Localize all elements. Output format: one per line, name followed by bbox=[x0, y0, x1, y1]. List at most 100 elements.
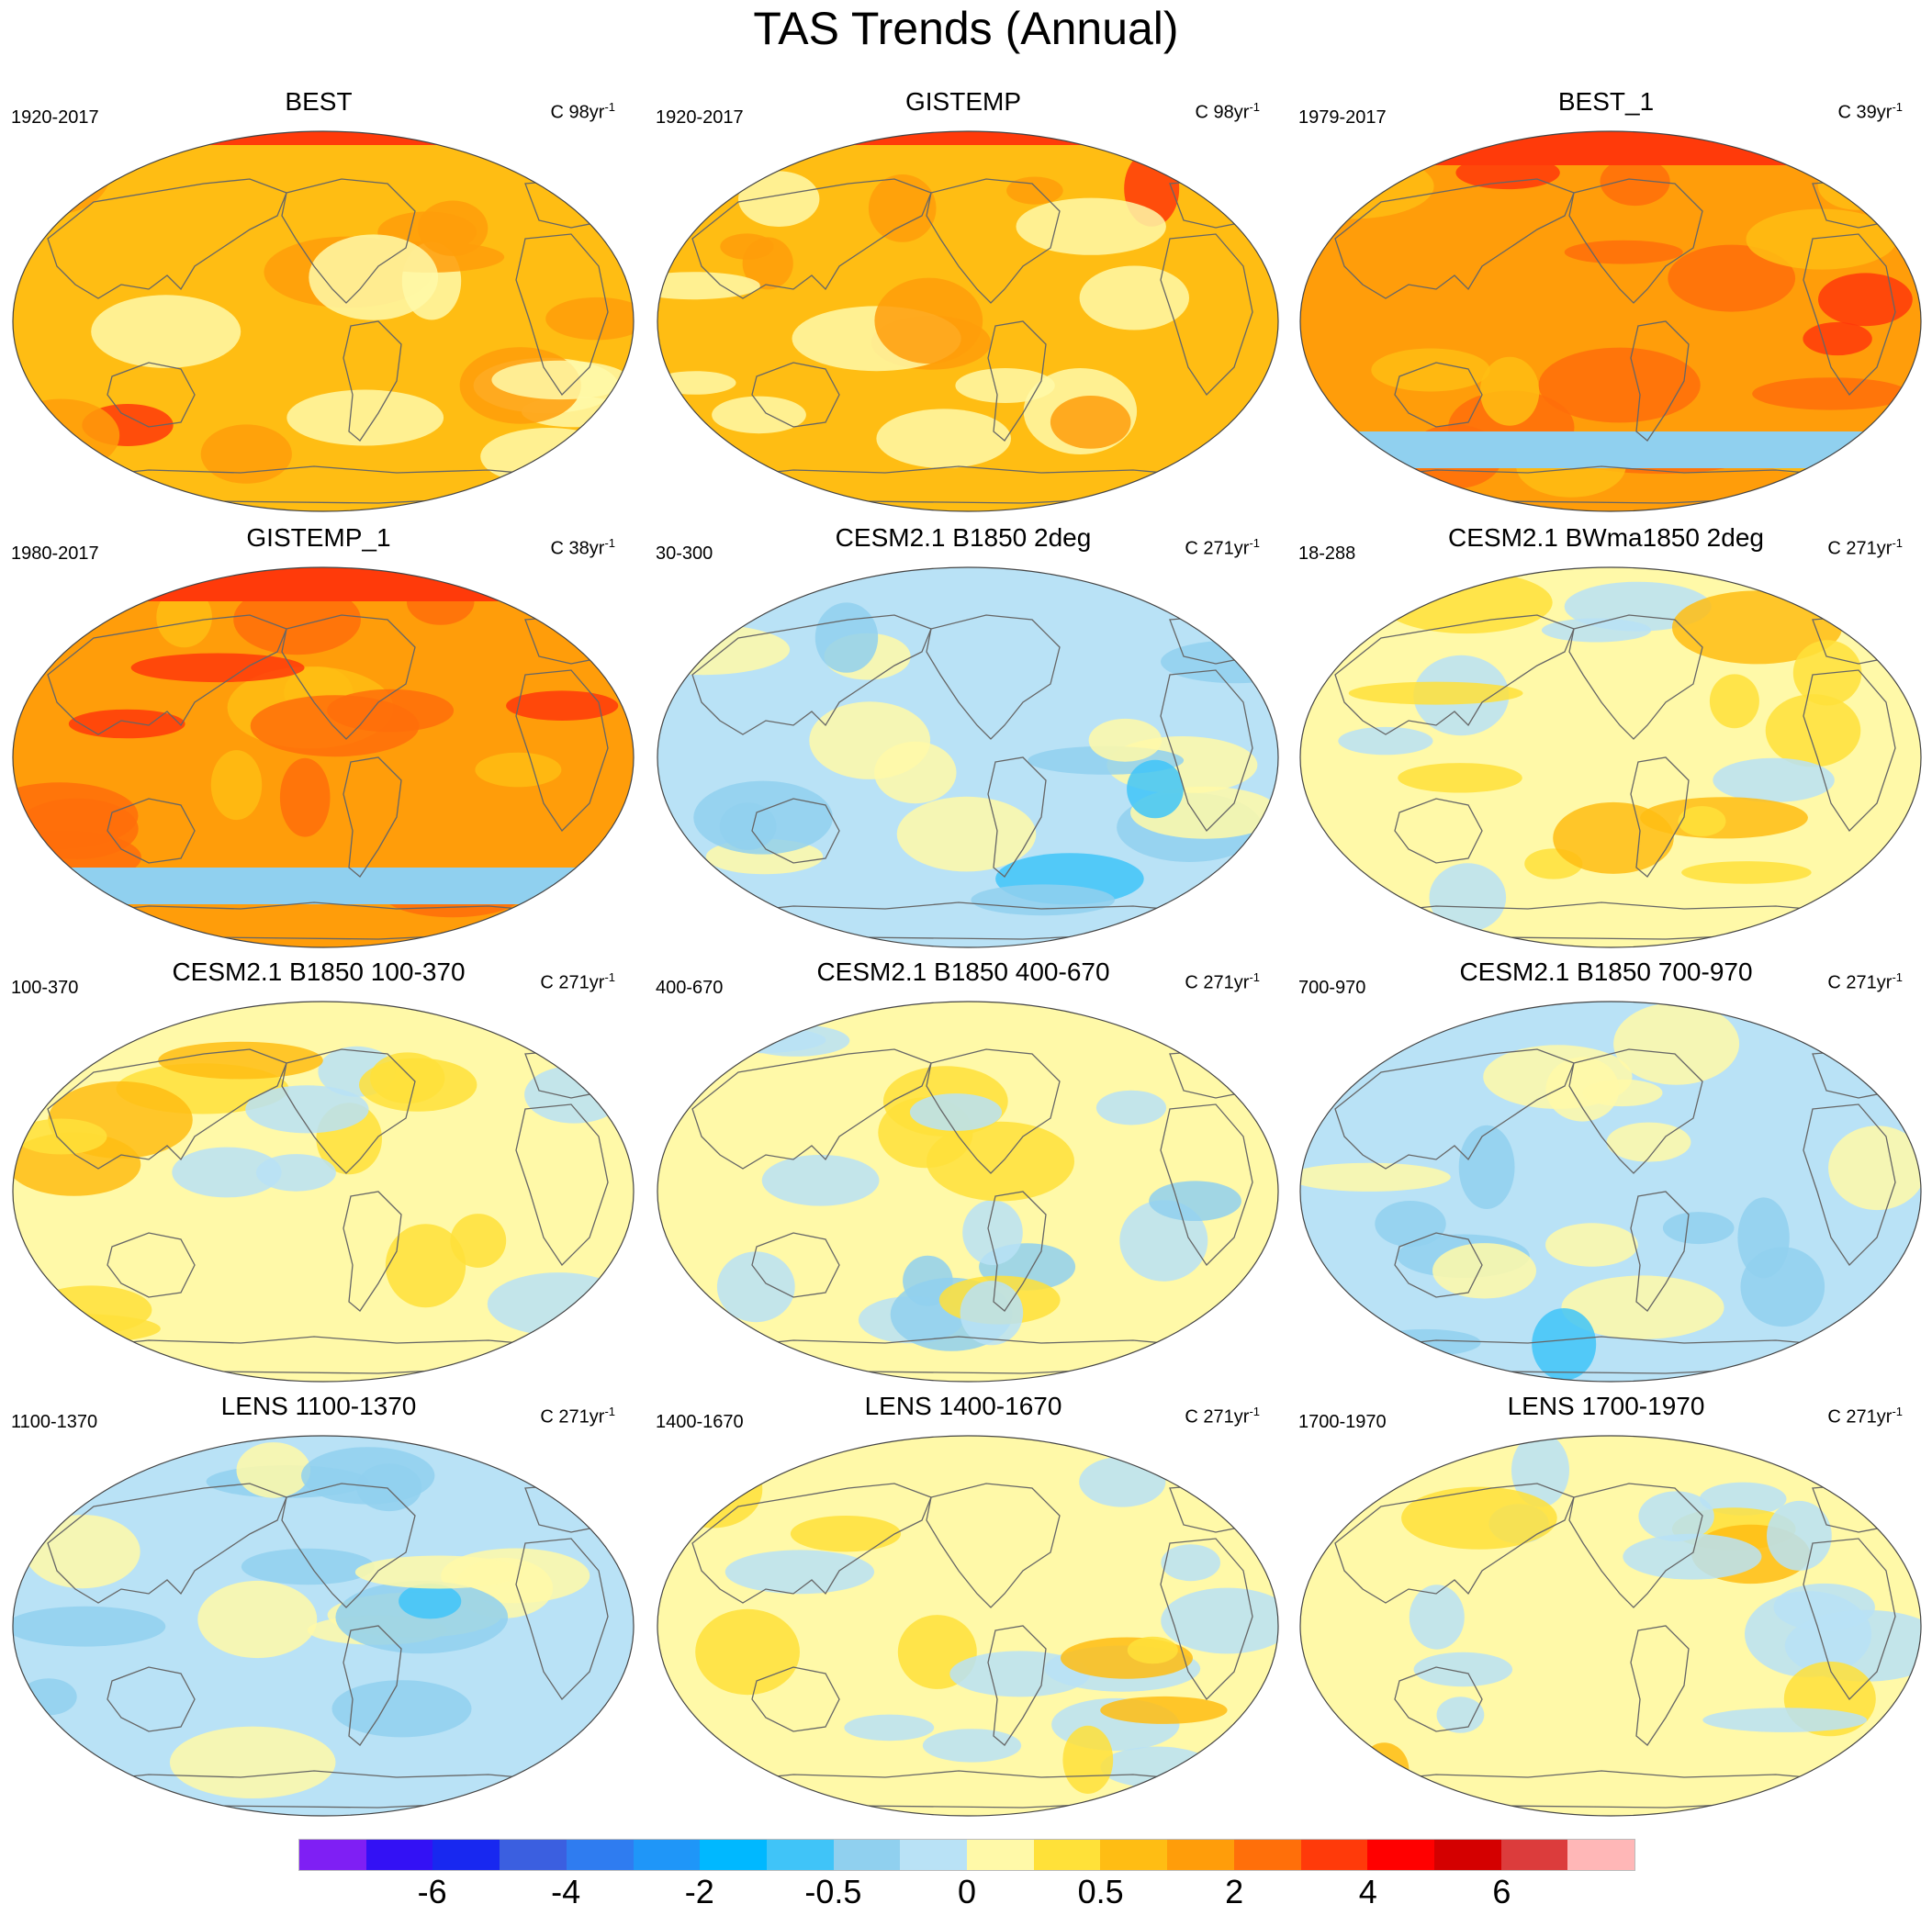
coastline bbox=[281, 1048, 416, 1174]
colorbar-tick-label: -2 bbox=[684, 1873, 714, 1910]
colorbar-swatch bbox=[365, 1840, 433, 1870]
map-panel: CESM2.1 B1850 400-670 400-670 C 271yr-1 bbox=[646, 958, 1280, 1389]
coastline bbox=[47, 178, 287, 299]
colorbar-tick-label: -4 bbox=[551, 1873, 581, 1910]
panel-unit-label: C 271yr-1 bbox=[540, 1405, 615, 1428]
unit-text: C 271yr bbox=[540, 1406, 605, 1428]
coastline bbox=[1334, 178, 1575, 299]
colorbar-swatch bbox=[1567, 1840, 1635, 1870]
coastline bbox=[926, 1483, 1061, 1608]
trend-contour-region bbox=[169, 1726, 336, 1798]
map-panel: LENS 1700-1970 1700-1970 C 271yr-1 bbox=[1289, 1392, 1923, 1823]
trend-contour-region bbox=[720, 233, 774, 260]
map-border bbox=[1299, 130, 1922, 512]
trend-contour-region bbox=[475, 752, 562, 788]
southern-ocean-cooling-band bbox=[70, 868, 577, 904]
panel-title: CESM2.1 BWma1850 2deg bbox=[1448, 523, 1764, 552]
trend-contour-region bbox=[1409, 1585, 1465, 1650]
trend-contour-region bbox=[1803, 321, 1872, 356]
arctic-warming-band bbox=[851, 131, 1084, 145]
trend-contour-region bbox=[399, 1584, 462, 1619]
panel-period-label: 1700-1970 bbox=[1298, 1412, 1387, 1432]
trend-contour-region bbox=[1079, 265, 1189, 330]
trend-contour-region bbox=[1752, 377, 1910, 410]
trend-contour-region bbox=[370, 1052, 445, 1103]
trend-contour-region bbox=[1553, 801, 1674, 874]
colorbar-swatch bbox=[566, 1840, 634, 1870]
trend-contour-region bbox=[1564, 240, 1683, 264]
trend-contour-region bbox=[922, 1729, 1022, 1763]
coastline bbox=[987, 1625, 1047, 1746]
unit-exponent: -1 bbox=[1249, 536, 1260, 550]
map-projection bbox=[1299, 1001, 1922, 1383]
trend-contour-region bbox=[241, 1548, 375, 1585]
colorbar-swatch bbox=[1300, 1840, 1368, 1870]
trend-contour-region bbox=[1050, 396, 1131, 449]
trend-contour-region bbox=[1767, 1500, 1832, 1571]
trend-contour-region bbox=[286, 389, 444, 446]
coastline bbox=[1568, 1483, 1703, 1608]
southern-ocean-cooling-band bbox=[1357, 431, 1864, 468]
map-projection bbox=[1299, 1435, 1922, 1817]
map-projection bbox=[12, 566, 635, 948]
trend-contour-region bbox=[331, 1680, 472, 1738]
trend-contour-region bbox=[524, 1066, 624, 1124]
coastline bbox=[1630, 320, 1690, 442]
colorbar-swatch bbox=[1167, 1840, 1234, 1870]
coastline bbox=[343, 1191, 402, 1312]
trend-contour-region bbox=[1818, 273, 1913, 327]
trend-contour-region bbox=[695, 1608, 800, 1696]
trend-contour-region bbox=[279, 757, 331, 837]
coastline bbox=[343, 320, 402, 442]
panel-unit-label: C 271yr-1 bbox=[1185, 1405, 1260, 1428]
trend-contour-region bbox=[960, 1281, 1024, 1346]
trend-contour-region bbox=[1359, 1742, 1410, 1798]
panel-period-label: 1979-2017 bbox=[1298, 107, 1387, 128]
trend-contour-region bbox=[236, 1442, 311, 1498]
panel-unit-label: C 98yr-1 bbox=[551, 100, 615, 124]
trend-contour-region bbox=[91, 295, 242, 368]
trend-contour-region bbox=[1613, 1002, 1740, 1085]
trend-contour-region bbox=[876, 409, 1011, 469]
colorbar-swatch bbox=[633, 1840, 701, 1870]
panel-unit-label: C 271yr-1 bbox=[1827, 970, 1903, 994]
trend-contour-region bbox=[1100, 1746, 1214, 1788]
trend-contour-region bbox=[1370, 1328, 1481, 1357]
trend-contour-region bbox=[15, 1118, 107, 1155]
colorbar-swatch bbox=[299, 1840, 366, 1870]
trend-contour-region bbox=[903, 1255, 953, 1306]
arctic-warming-band bbox=[207, 131, 440, 145]
map-projection bbox=[12, 1435, 635, 1817]
trend-contour-region bbox=[250, 695, 420, 757]
trend-contour-region bbox=[1429, 863, 1507, 932]
panel-unit-label: C 271yr-1 bbox=[540, 970, 615, 994]
coastline bbox=[343, 1625, 402, 1746]
coastline bbox=[751, 1232, 840, 1298]
trend-contour-region bbox=[719, 802, 777, 850]
trend-contour-region bbox=[1458, 1125, 1515, 1209]
colorbar-swatch bbox=[700, 1840, 767, 1870]
unit-exponent: -1 bbox=[1892, 1405, 1903, 1418]
coastline bbox=[1803, 669, 1896, 833]
colorbar-swatch bbox=[766, 1840, 834, 1870]
panel-unit-label: C 271yr-1 bbox=[1185, 970, 1260, 994]
trend-contour-region bbox=[1300, 1162, 1451, 1192]
trend-contour-region bbox=[1623, 1533, 1762, 1580]
trend-contour-region bbox=[909, 1093, 1003, 1131]
coastline bbox=[1160, 233, 1253, 397]
panel-period-label: 30-300 bbox=[656, 543, 713, 564]
map-panel: CESM2.1 B1850 100-370 100-370 C 271yr-1 bbox=[2, 958, 635, 1389]
panel-period-label: 1980-2017 bbox=[11, 543, 99, 564]
map-panel: GISTEMP_1 1980-2017 C 38yr-1 bbox=[2, 523, 635, 955]
panel-period-label: 400-670 bbox=[656, 978, 724, 998]
trend-contour-region bbox=[301, 1447, 435, 1505]
trend-contour-region bbox=[1348, 681, 1523, 705]
map-panel: BEST_1 1979-2017 C 39yr-1 bbox=[1289, 87, 1923, 519]
trend-contour-region bbox=[1538, 347, 1701, 423]
map-border bbox=[12, 1435, 635, 1817]
coastline bbox=[1160, 1538, 1253, 1701]
trend-contour-region bbox=[790, 1516, 902, 1552]
unit-exponent: -1 bbox=[1249, 970, 1260, 984]
coastline bbox=[1160, 1103, 1253, 1267]
unit-exponent: -1 bbox=[1892, 100, 1903, 114]
